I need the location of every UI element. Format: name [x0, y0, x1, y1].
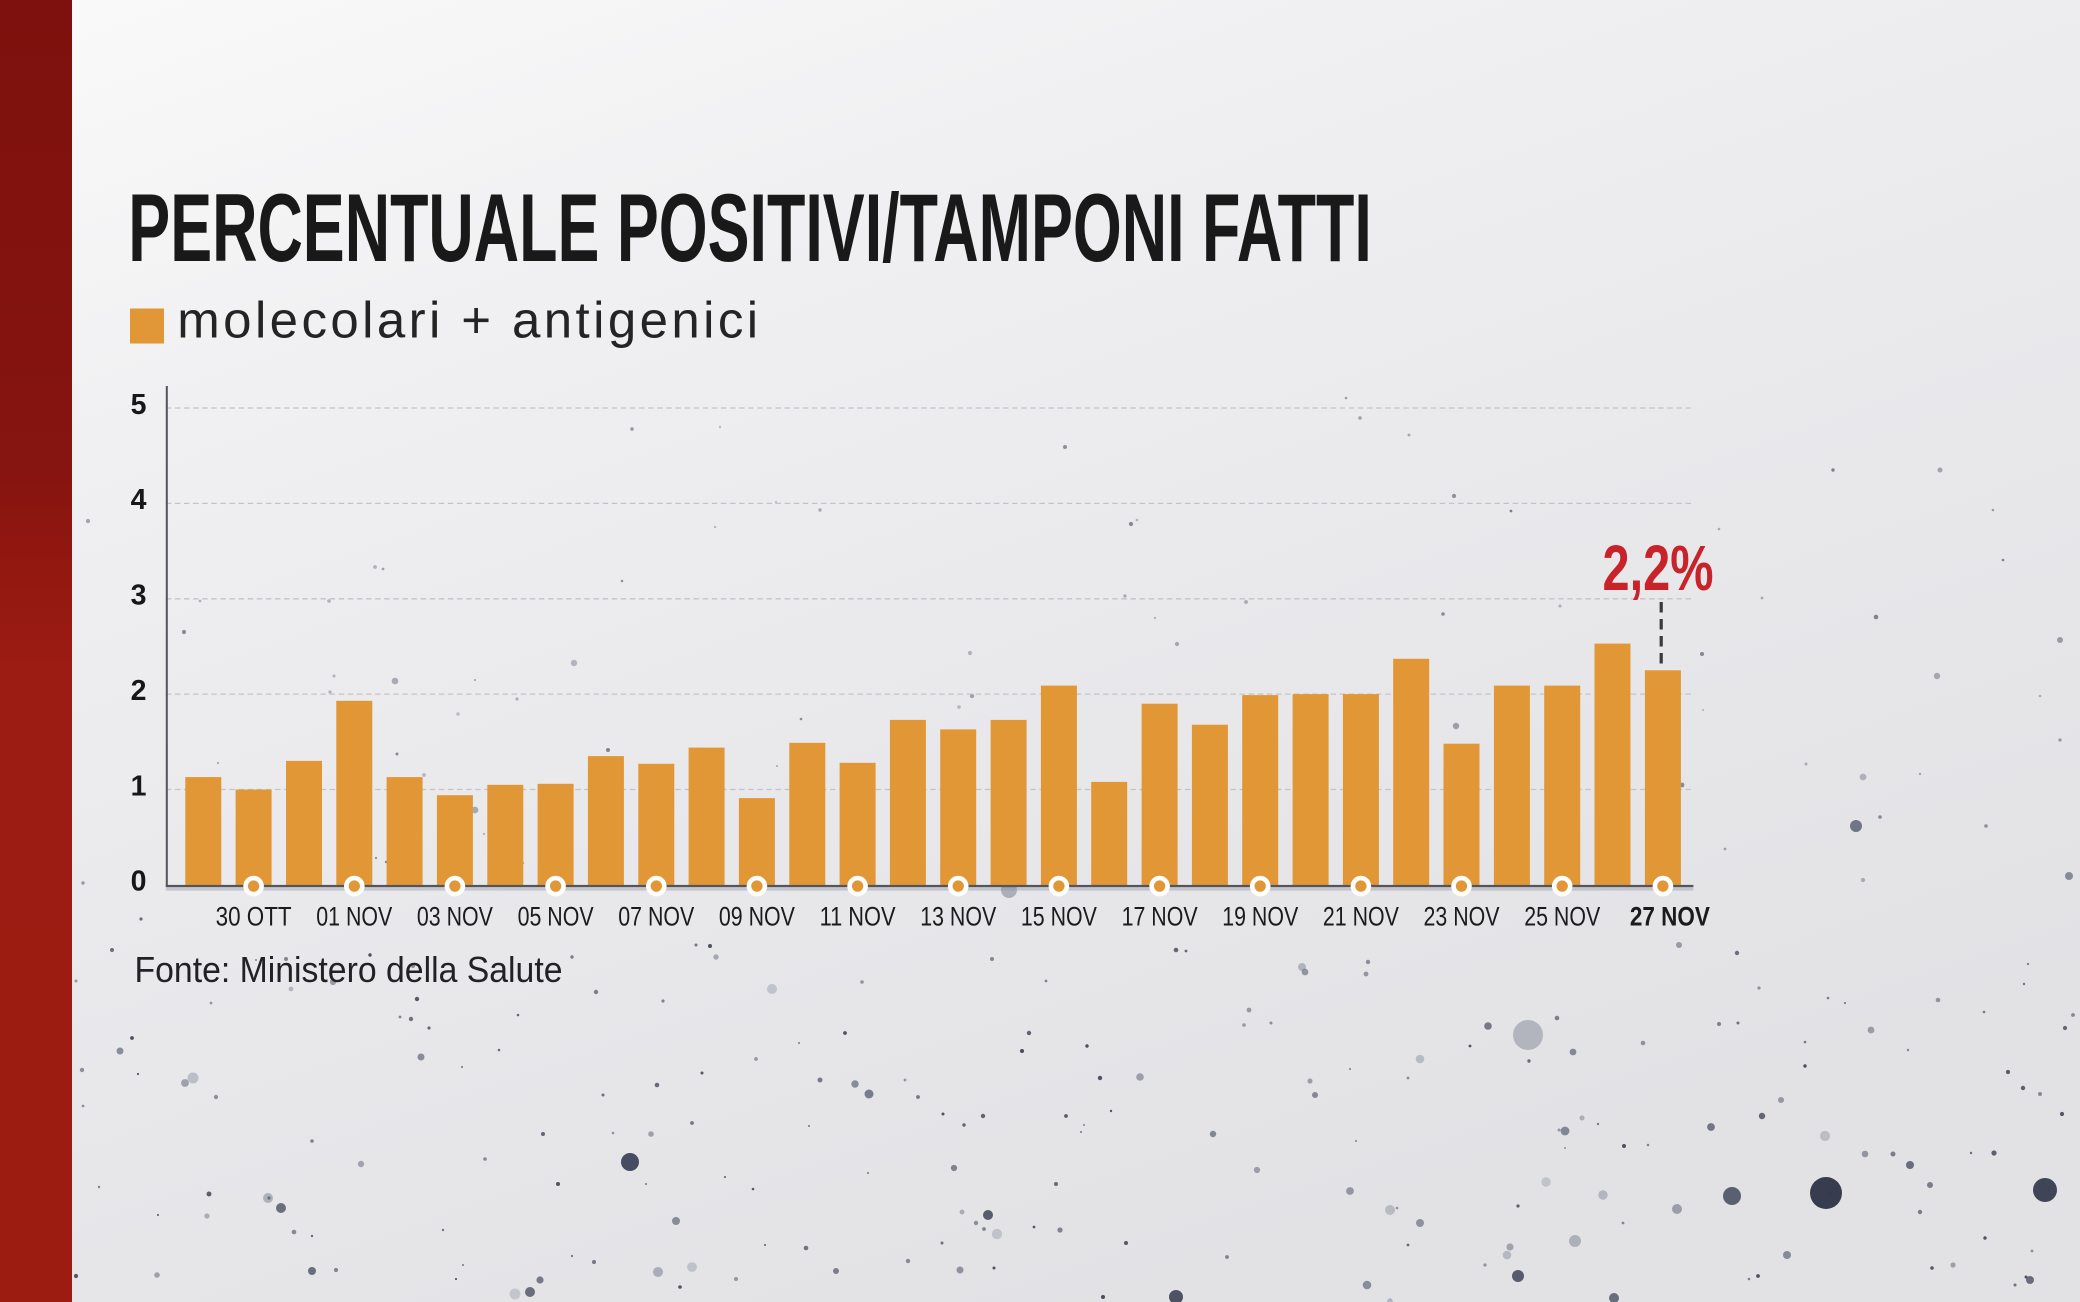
svg-text:1: 1: [131, 770, 147, 802]
svg-text:30 OTT: 30 OTT: [216, 902, 292, 932]
svg-text:11 NOV: 11 NOV: [820, 902, 896, 932]
svg-text:3: 3: [131, 580, 147, 612]
svg-text:5: 5: [131, 389, 147, 421]
svg-text:25 NOV: 25 NOV: [1524, 902, 1600, 932]
svg-text:molecolari + antigenici: molecolari + antigenici: [177, 292, 761, 349]
svg-text:07 NOV: 07 NOV: [618, 902, 694, 932]
svg-text:2,2%: 2,2%: [1603, 532, 1714, 604]
svg-text:27 NOV: 27 NOV: [1630, 902, 1710, 932]
svg-text:17 NOV: 17 NOV: [1122, 902, 1198, 932]
svg-text:13 NOV: 13 NOV: [920, 902, 996, 932]
svg-text:15 NOV: 15 NOV: [1021, 902, 1097, 932]
svg-text:01 NOV: 01 NOV: [316, 902, 392, 932]
svg-text:4: 4: [131, 484, 147, 516]
svg-text:Fonte: Ministero della Salute: Fonte: Ministero della Salute: [135, 949, 563, 990]
svg-text:19 NOV: 19 NOV: [1222, 902, 1298, 932]
svg-text:2: 2: [131, 675, 147, 707]
svg-text:PERCENTUALE POSITIVI/TAMPONI F: PERCENTUALE POSITIVI/TAMPONI FATTI: [128, 175, 1372, 282]
svg-text:03 NOV: 03 NOV: [417, 902, 493, 932]
svg-text:0: 0: [131, 866, 147, 898]
svg-text:09 NOV: 09 NOV: [719, 902, 795, 932]
svg-text:05 NOV: 05 NOV: [518, 902, 594, 932]
svg-text:21 NOV: 21 NOV: [1323, 902, 1399, 932]
svg-text:23 NOV: 23 NOV: [1424, 902, 1500, 932]
